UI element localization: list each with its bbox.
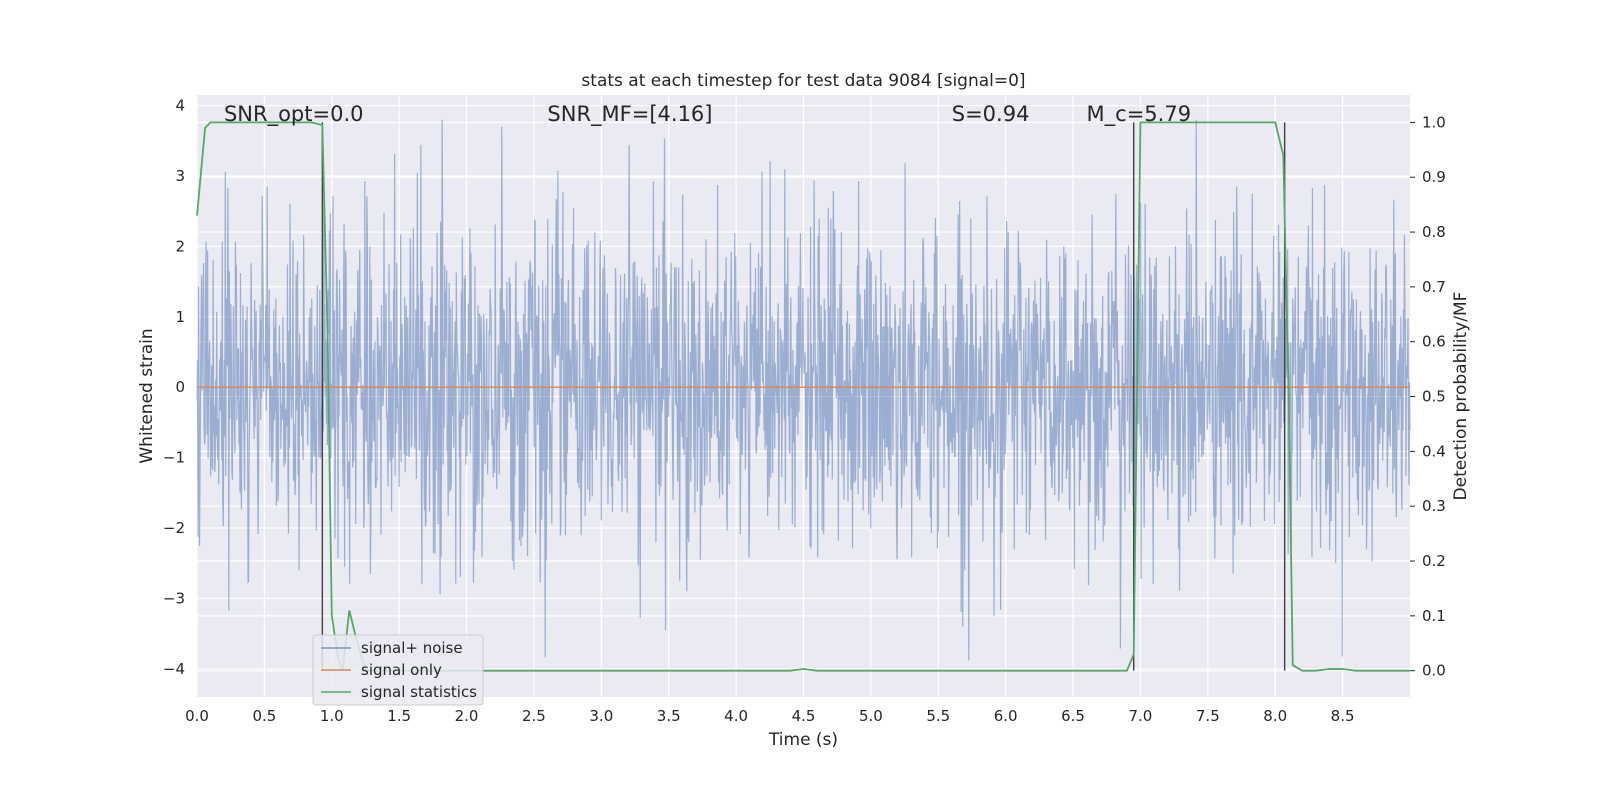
x-tick-label: 4.5 (792, 707, 816, 725)
annotation-mc: M_c=5.79 (1087, 102, 1192, 127)
y-right-tick-label: 0.6 (1422, 333, 1446, 351)
x-tick-label: 8.5 (1331, 707, 1355, 725)
legend-label-signal-only: signal only (361, 661, 442, 679)
y-left-tick-label: 0 (175, 378, 185, 396)
y-left-tick-label: −4 (163, 660, 185, 678)
x-tick-label: 3.5 (657, 707, 681, 725)
x-tick-label: 1.5 (387, 707, 411, 725)
y-right-tick-label: 0.0 (1422, 662, 1446, 680)
signal-noise-series (196, 119, 1411, 661)
y-right-tick-label: 0.3 (1422, 497, 1446, 515)
y-left-tick-label: 4 (175, 97, 185, 115)
x-tick-label: 5.5 (926, 707, 950, 725)
y-right-tick-label: 0.2 (1422, 552, 1446, 570)
annotation-snr-opt: SNR_opt=0.0 (224, 102, 364, 127)
annotation-snr-mf: SNR_MF=[4.16] (547, 102, 712, 127)
y-right-tick-label: 0.9 (1422, 168, 1446, 186)
x-tick-label: 5.0 (859, 707, 883, 725)
x-tick-label: 0.5 (252, 707, 276, 725)
y-right-tick-label: 0.7 (1422, 278, 1446, 296)
y-right-tick-label: 0.4 (1422, 442, 1446, 460)
y-right-axis-ticks: 0.0 0.1 0.2 0.3 0.4 0.5 0.6 0.7 0.8 0.9 1.0 (1410, 113, 1446, 680)
chart-title: stats at each timestep for test data 908… (581, 71, 1025, 91)
y-right-tick-label: 1.0 (1422, 113, 1446, 131)
signal-statistics-line (196, 121, 1410, 672)
y-right-tick-label: 0.8 (1422, 223, 1446, 241)
legend: signal+ noise signal only signal statist… (312, 634, 484, 706)
annotation-s: S=0.94 (952, 102, 1030, 126)
y-right-axis-label: Detection probability/MF (1451, 292, 1471, 501)
y-left-tick-label: −1 (163, 449, 185, 467)
x-tick-label: 2.5 (522, 707, 546, 725)
x-axis-label: Time (s) (768, 730, 838, 750)
legend-label-signal-noise: signal+ noise (361, 639, 463, 657)
y-right-tick-label: 0.5 (1422, 388, 1446, 406)
x-tick-label: 8.0 (1263, 707, 1287, 725)
x-tick-label: 7.0 (1129, 707, 1153, 725)
x-tick-label: 4.0 (724, 707, 748, 725)
y-left-tick-label: −2 (163, 519, 185, 537)
x-tick-label: 6.0 (994, 707, 1018, 725)
x-axis-ticks: 0.0 0.5 1.0 1.5 2.0 2.5 3.0 3.5 4.0 4.5 5.0 5.5 6.0 6… (185, 707, 1354, 725)
y-left-axis-label: Whitened strain (137, 328, 157, 463)
y-left-tick-label: 1 (175, 308, 185, 326)
y-left-tick-label: −3 (163, 589, 185, 607)
x-tick-label: 6.5 (1061, 707, 1085, 725)
annotations: SNR_opt=0.0 SNR_MF=[4.16] S=0.94 M_c=5.7… (224, 102, 1191, 127)
x-tick-label: 3.0 (589, 707, 613, 725)
y-right-tick-label: 0.1 (1422, 607, 1446, 625)
signal-noise-line (196, 119, 1411, 661)
y-left-axis-ticks: −4 −3 −2 −1 0 1 2 3 4 (163, 97, 185, 678)
legend-label-signal-statistics: signal statistics (361, 683, 477, 701)
signal-statistics-series (196, 121, 1410, 672)
x-tick-label: 2.0 (455, 707, 479, 725)
x-tick-label: 0.0 (185, 707, 209, 725)
y-left-tick-label: 3 (175, 167, 185, 185)
legend-box (312, 634, 484, 706)
x-tick-label: 1.0 (320, 707, 344, 725)
y-left-tick-label: 2 (175, 237, 185, 255)
x-tick-label: 7.5 (1196, 707, 1220, 725)
